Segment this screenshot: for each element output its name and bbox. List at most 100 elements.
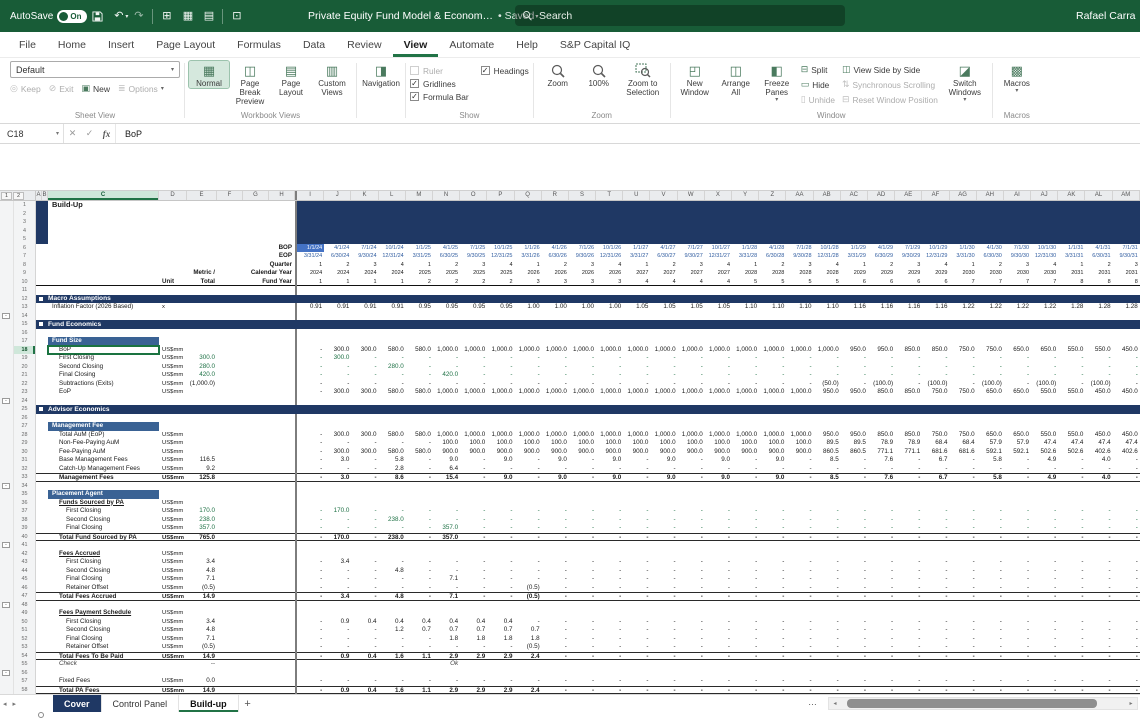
cell-W52[interactable]: - xyxy=(700,634,703,642)
cell-K9[interactable]: 2024 xyxy=(364,270,377,276)
sheet-tab-control-panel[interactable]: Control Panel xyxy=(102,695,180,712)
cell-AE29[interactable]: 78.9 xyxy=(908,439,921,446)
column-header-E[interactable]: E xyxy=(187,191,217,200)
row-header-14[interactable]: 14 xyxy=(14,311,36,320)
cell-AA40[interactable]: - xyxy=(809,533,812,541)
cell-V21[interactable]: - xyxy=(673,371,676,378)
cell-M51[interactable]: 0.7 xyxy=(422,626,431,633)
cell-AD53[interactable]: - xyxy=(891,643,894,650)
cell-M28[interactable]: 580.0 xyxy=(415,430,431,438)
cell-N23[interactable]: 1,000.0 xyxy=(437,388,459,395)
cell-AD46[interactable]: - xyxy=(891,583,894,591)
cell-L18[interactable]: 580.0 xyxy=(387,345,404,353)
cell-Y32[interactable]: - xyxy=(755,464,758,472)
cell-Q19[interactable]: - xyxy=(537,354,540,361)
cell-L20[interactable]: 280.0 xyxy=(387,362,404,370)
cell-AG9[interactable]: 2030 xyxy=(962,270,975,276)
cell-J30[interactable]: 300.0 xyxy=(333,447,350,455)
cell-P32[interactable]: - xyxy=(510,464,513,472)
cell-K20[interactable]: - xyxy=(374,362,377,370)
cell-AC30[interactable]: 860.5 xyxy=(850,447,866,455)
cell-T6[interactable]: 10/1/26 xyxy=(602,244,622,251)
cell-P28[interactable]: 1,000.0 xyxy=(491,430,513,438)
cell-N58[interactable]: 2.9 xyxy=(449,686,459,694)
cell-K51[interactable]: - xyxy=(374,626,377,633)
cell-J37[interactable]: 170.0 xyxy=(333,507,350,514)
cell-J54[interactable]: 0.9 xyxy=(340,652,350,660)
cell-AG43[interactable]: - xyxy=(972,558,975,565)
cell-T45[interactable]: - xyxy=(619,575,622,582)
cell-R58[interactable]: - xyxy=(564,686,567,694)
cell-AC21[interactable]: - xyxy=(863,371,866,378)
split-button[interactable]: ⊟ Split xyxy=(800,64,828,75)
outline-collapse-button[interactable]: - xyxy=(2,397,10,404)
cell-M29[interactable]: - xyxy=(428,439,431,446)
cell-AA18[interactable]: 1,000.0 xyxy=(790,345,812,353)
cell-O52[interactable]: 1.8 xyxy=(476,634,486,642)
cell-AD37[interactable]: - xyxy=(891,507,894,514)
cell-H53[interactable] xyxy=(217,643,295,652)
cell-D6[interactable] xyxy=(159,244,187,253)
cell-J6[interactable]: 4/1/24 xyxy=(334,244,350,251)
cell-Q33[interactable]: - xyxy=(537,474,540,481)
cell-AK57[interactable]: - xyxy=(1081,677,1084,684)
cell-M22[interactable]: - xyxy=(428,379,431,387)
cell-J28[interactable]: 300.0 xyxy=(333,430,350,438)
cell-AJ9[interactable]: 2030 xyxy=(1044,270,1057,276)
cell-T46[interactable]: - xyxy=(619,583,622,591)
cell-M6[interactable]: 1/1/25 xyxy=(415,244,431,251)
cell-I58[interactable]: - xyxy=(320,686,323,694)
row-header-6[interactable]: 6 xyxy=(14,243,36,252)
cell-H13[interactable] xyxy=(217,303,295,312)
cell-AH30[interactable]: 592.1 xyxy=(986,447,1002,455)
cell-D2[interactable] xyxy=(159,210,187,219)
cell-AL46[interactable]: - xyxy=(1108,583,1111,591)
cell-AC38[interactable]: - xyxy=(863,515,866,523)
cell-K21[interactable]: - xyxy=(374,371,377,378)
cell-Z50[interactable]: - xyxy=(782,617,785,625)
cell-W47[interactable]: - xyxy=(700,593,703,600)
cell-H21[interactable] xyxy=(217,371,295,380)
cell-Q39[interactable]: - xyxy=(537,524,540,531)
cell-Z9[interactable]: 2028 xyxy=(772,270,785,276)
cell-H56[interactable] xyxy=(217,669,295,678)
cell-AL6[interactable]: 4/1/31 xyxy=(1095,244,1111,251)
cell-O50[interactable]: 0.4 xyxy=(476,617,486,625)
cell-AF21[interactable]: - xyxy=(945,371,948,378)
cell-AB7[interactable]: 12/31/28 xyxy=(817,253,839,259)
cell-AK43[interactable]: - xyxy=(1081,558,1084,565)
cell-AG39[interactable]: - xyxy=(972,524,975,531)
cell-C7[interactable] xyxy=(48,252,159,261)
cell-Q37[interactable]: - xyxy=(537,507,540,514)
cell-E11[interactable] xyxy=(187,286,217,295)
cell-P23[interactable]: 1,000.0 xyxy=(491,388,513,395)
cell-AM29[interactable]: 47.4 xyxy=(1125,439,1138,446)
cell-O33[interactable]: - xyxy=(483,474,486,481)
navigation-button[interactable]: ◨ Navigation xyxy=(362,63,400,88)
cell-AK58[interactable]: - xyxy=(1081,686,1084,694)
cell-P29[interactable]: 100.0 xyxy=(496,439,513,446)
cell-Y43[interactable]: - xyxy=(755,558,758,565)
cell-L8[interactable]: 4 xyxy=(400,261,404,268)
cell-U57[interactable]: - xyxy=(646,677,649,684)
cell-O28[interactable]: 1,000.0 xyxy=(464,430,486,438)
cell-AH43[interactable]: - xyxy=(999,558,1002,565)
cell-U30[interactable]: 900.0 xyxy=(632,447,649,455)
cell-E17[interactable] xyxy=(187,337,217,346)
cell-AA38[interactable]: - xyxy=(809,515,812,523)
cell-AC44[interactable]: - xyxy=(863,566,866,574)
cell-U6[interactable]: 1/1/27 xyxy=(633,244,649,251)
cell-D35[interactable] xyxy=(159,490,187,499)
cell-R57[interactable]: - xyxy=(564,677,567,684)
column-header-AI[interactable]: AI xyxy=(1004,191,1032,200)
cell-V28[interactable]: 1,000.0 xyxy=(654,430,676,438)
cell-Q32[interactable]: - xyxy=(537,464,540,472)
cell-K28[interactable]: 300.0 xyxy=(360,430,377,438)
cell-R44[interactable]: - xyxy=(564,566,567,574)
cell-U13[interactable]: 1.05 xyxy=(636,303,649,310)
row-header-10[interactable]: 10 xyxy=(14,277,36,286)
cell-V46[interactable]: - xyxy=(673,583,676,591)
cell-AF19[interactable]: - xyxy=(945,354,948,361)
cell-D27[interactable] xyxy=(159,422,187,431)
cell-X45[interactable]: - xyxy=(727,575,730,582)
